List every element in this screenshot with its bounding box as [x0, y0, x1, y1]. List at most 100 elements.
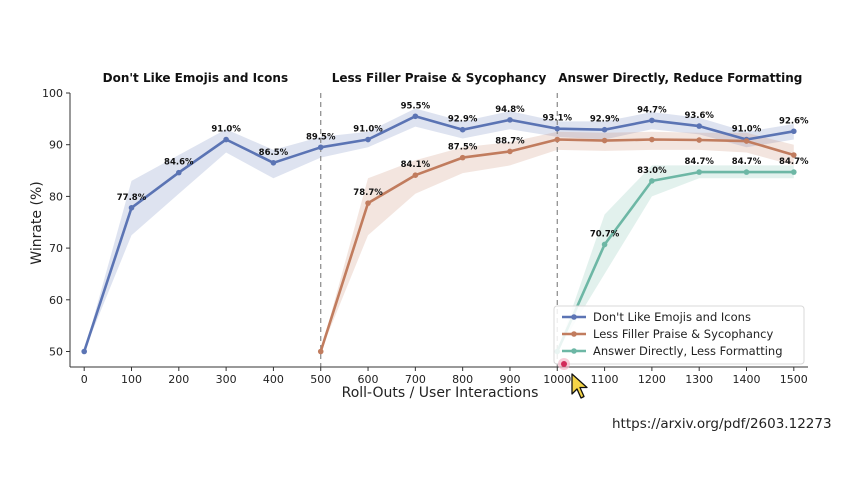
band-answer-directly-less-formatting	[557, 165, 794, 352]
point-don-t-like-emojis-and-icons-200	[176, 169, 182, 176]
y-tick-label-50: 50	[49, 345, 63, 358]
y-tick-label-100: 100	[42, 87, 63, 100]
data-label-don-t-like-emojis-and-icons-1400: 91.0%	[732, 125, 762, 135]
legend-label-less-filler-praise-sycophancy: Less Filler Praise & Sycophancy	[593, 327, 773, 341]
legend: Don't Like Emojis and Icons Less Filler P…	[553, 305, 805, 365]
y-axis-label: Winrate (%)	[29, 181, 45, 264]
section-title-3: Answer Directly, Reduce Formatting	[558, 71, 802, 85]
data-label-answer-directly-less-formatting-1400: 84.7%	[732, 157, 762, 167]
section-title-2: Less Filler Praise & Sycophancy	[332, 71, 547, 85]
legend-box	[553, 305, 805, 365]
data-label-don-t-like-emojis-and-icons-1100: 92.9%	[590, 115, 620, 125]
point-less-filler-praise-sycophancy-900	[507, 148, 513, 155]
data-label-don-t-like-emojis-and-icons-600: 91.0%	[353, 125, 383, 135]
point-less-filler-praise-sycophancy-1200	[649, 136, 655, 143]
point-don-t-like-emojis-and-icons-900	[507, 117, 513, 123]
point-don-t-like-emojis-and-icons-700	[412, 113, 419, 120]
x-tick-label-1100: 1100	[591, 373, 619, 386]
point-don-t-like-emojis-and-icons-500	[317, 144, 324, 151]
point-less-filler-praise-sycophancy-600	[365, 200, 371, 206]
data-points	[81, 113, 797, 355]
point-don-t-like-emojis-and-icons-1300	[696, 123, 702, 129]
data-label-answer-directly-less-formatting-1100: 70.7%	[590, 229, 620, 239]
legend-label-answer-directly-less-formatting: Answer Directly, Less Formatting	[593, 344, 783, 358]
point-less-filler-praise-sycophancy-500	[317, 348, 324, 355]
data-label-don-t-like-emojis-and-icons-1200: 94.7%	[637, 105, 667, 115]
data-label-less-filler-praise-sycophancy-900: 88.7%	[495, 136, 525, 146]
data-label-less-filler-praise-sycophancy-800: 87.5%	[448, 143, 478, 153]
point-less-filler-praise-sycophancy-1500	[791, 152, 797, 158]
section-titles: Don't Like Emojis and Icons Less Filler P…	[103, 71, 803, 85]
x-tick-label-400: 400	[263, 373, 284, 386]
x-tick-label-0: 0	[81, 373, 88, 386]
point-answer-directly-less-formatting-1400	[743, 169, 750, 175]
y-tick-label-70: 70	[49, 242, 63, 255]
point-less-filler-praise-sycophancy-1400	[743, 138, 750, 144]
point-don-t-like-emojis-and-icons-0	[81, 348, 87, 355]
y-tick-label-60: 60	[49, 294, 63, 307]
point-don-t-like-emojis-and-icons-100	[128, 204, 135, 211]
data-label-don-t-like-emojis-and-icons-1300: 93.6%	[684, 111, 714, 121]
data-label-don-t-like-emojis-and-icons-1500: 92.6%	[779, 116, 809, 126]
x-tick-label-100: 100	[121, 373, 142, 386]
data-label-don-t-like-emojis-and-icons-1000: 93.1%	[543, 114, 573, 124]
confidence-bands	[84, 108, 794, 352]
legend-label-don-t-like-emojis-and-icons: Don't Like Emojis and Icons	[593, 310, 751, 324]
x-tick-label-1000: 1000	[543, 373, 571, 386]
x-axis-label: Roll-Outs / User Interactions	[342, 385, 539, 401]
data-label-don-t-like-emojis-and-icons-300: 91.0%	[211, 125, 241, 135]
point-answer-directly-less-formatting-1500	[791, 169, 797, 175]
point-don-t-like-emojis-and-icons-600	[365, 136, 371, 143]
x-tick-label-1300: 1300	[685, 373, 713, 386]
legend-marker-answer-directly-less-formatting	[571, 348, 577, 354]
data-label-less-filler-praise-sycophancy-700: 84.1%	[401, 160, 431, 170]
x-tick-label-500: 500	[310, 373, 331, 386]
x-tick-label-800: 800	[452, 373, 473, 386]
x-tick-label-900: 900	[499, 373, 520, 386]
data-label-less-filler-praise-sycophancy-600: 78.7%	[353, 188, 383, 198]
x-tick-label-1500: 1500	[780, 373, 808, 386]
point-don-t-like-emojis-and-icons-400	[270, 159, 277, 166]
x-tick-label-1400: 1400	[733, 373, 761, 386]
point-less-filler-praise-sycophancy-700	[412, 172, 419, 178]
data-label-don-t-like-emojis-and-icons-200: 84.6%	[164, 158, 194, 168]
data-label-don-t-like-emojis-and-icons-400: 86.5%	[259, 148, 289, 158]
data-labels: 77.8% 84.6% 91.0% 86.5% 89.5% 91.0% 95.5% 92.9%…	[117, 101, 809, 239]
line-don-t-like-emojis-and-icons	[82, 115, 795, 352]
point-don-t-like-emojis-and-icons-800	[459, 126, 466, 133]
mouse-cursor-icon	[558, 358, 588, 399]
data-label-don-t-like-emojis-and-icons-500: 89.5%	[306, 132, 336, 142]
point-don-t-like-emojis-and-icons-1100	[601, 126, 608, 133]
x-tick-label-200: 200	[168, 373, 189, 386]
band-don-t-like-emojis-and-icons	[84, 108, 794, 352]
point-answer-directly-less-formatting-1300	[696, 169, 702, 175]
point-less-filler-praise-sycophancy-1300	[696, 137, 702, 143]
point-answer-directly-less-formatting-1100	[601, 241, 608, 248]
point-less-filler-praise-sycophancy-800	[459, 154, 466, 161]
x-tick-label-600: 600	[358, 373, 379, 386]
point-don-t-like-emojis-and-icons-300	[223, 136, 229, 143]
data-label-don-t-like-emojis-and-icons-800: 92.9%	[448, 115, 478, 125]
legend-marker-don-t-like-emojis-and-icons	[571, 314, 577, 320]
y-tick-label-80: 80	[49, 190, 63, 203]
data-label-don-t-like-emojis-and-icons-700: 95.5%	[401, 101, 431, 111]
x-tick-label-300: 300	[216, 373, 237, 386]
data-label-don-t-like-emojis-and-icons-100: 77.8%	[117, 193, 147, 203]
line-answer-directly-less-formatting	[556, 170, 794, 353]
x-tick-label-1200: 1200	[638, 373, 666, 386]
source-url: https://arxiv.org/pdf/2603.12273	[612, 416, 832, 432]
data-label-answer-directly-less-formatting-1300: 84.7%	[684, 157, 714, 167]
data-label-don-t-like-emojis-and-icons-900: 94.8%	[495, 105, 525, 115]
point-don-t-like-emojis-and-icons-1000	[554, 125, 561, 132]
data-label-answer-directly-less-formatting-1500: 84.7%	[779, 157, 809, 167]
x-tick-label-700: 700	[405, 373, 426, 386]
data-label-answer-directly-less-formatting-1200: 83.0%	[637, 166, 667, 176]
point-answer-directly-less-formatting-1200	[649, 178, 655, 184]
legend-marker-less-filler-praise-sycophancy	[571, 331, 577, 337]
point-don-t-like-emojis-and-icons-1200	[649, 117, 655, 124]
point-less-filler-praise-sycophancy-1000	[554, 136, 561, 143]
point-less-filler-praise-sycophancy-1100	[601, 137, 608, 144]
section-title-1: Don't Like Emojis and Icons	[103, 71, 288, 85]
